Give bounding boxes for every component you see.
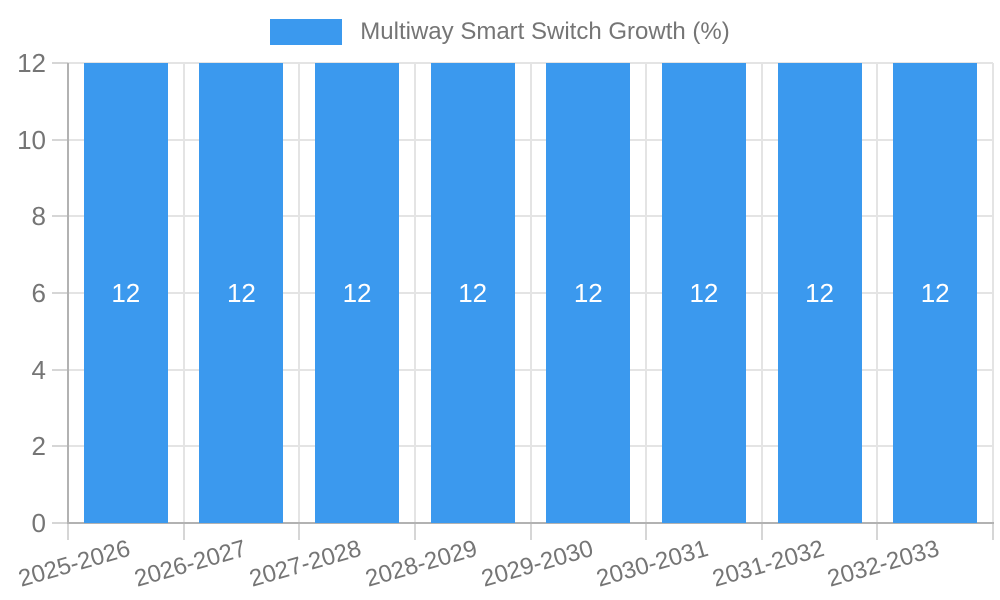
x-axis-tick [876, 523, 879, 540]
x-axis-tick [298, 523, 301, 540]
y-axis-label: 12 [17, 48, 46, 78]
bar[interactable] [661, 63, 746, 523]
x-axis-label: 2028-2029 [362, 535, 481, 593]
x-axis-tick [413, 523, 416, 540]
bar[interactable] [893, 63, 978, 523]
x-axis-label: 2032-2033 [824, 535, 943, 593]
x-gridline [182, 63, 185, 523]
x-gridline [876, 63, 879, 523]
x-axis-label: 2027-2028 [246, 535, 365, 593]
y-axis-tick [52, 215, 68, 218]
bar[interactable] [430, 63, 515, 523]
x-gridline [760, 63, 763, 523]
x-axis-tick [992, 523, 994, 540]
bar[interactable] [83, 63, 168, 523]
y-axis-tick [52, 445, 68, 448]
legend-swatch [270, 19, 343, 45]
x-axis-label: 2026-2027 [131, 535, 249, 593]
x-gridline [529, 63, 532, 523]
y-axis-line [67, 63, 69, 523]
y-axis-label: 2 [31, 431, 46, 462]
x-axis-tick [67, 523, 69, 540]
x-gridline [413, 63, 416, 523]
y-axis-label: 10 [17, 124, 46, 155]
x-axis-tick [529, 523, 532, 540]
x-axis-label: 2030-2031 [593, 535, 712, 593]
legend-label: Multiway Smart Switch Growth (%) [360, 18, 730, 45]
y-axis-tick [52, 368, 68, 371]
y-axis-label: 0 [31, 508, 46, 538]
y-axis-tick [52, 62, 68, 64]
x-gridline [298, 63, 301, 523]
y-axis-tick [52, 138, 68, 141]
x-axis-tick [182, 523, 185, 540]
x-axis-tick [645, 523, 648, 540]
x-gridline [645, 63, 648, 523]
x-gridline [992, 63, 994, 523]
bar[interactable] [315, 63, 400, 523]
x-axis-label: 2025-2026 [15, 535, 134, 593]
x-axis-tick [760, 523, 763, 540]
x-axis-label: 2031-2032 [709, 535, 828, 593]
bar[interactable] [777, 63, 862, 523]
bar[interactable] [546, 63, 631, 523]
y-axis-tick [52, 292, 68, 294]
x-axis-line [67, 522, 994, 524]
y-axis-label: 8 [31, 201, 46, 232]
y-axis-tick [52, 522, 68, 524]
chart-legend[interactable]: Multiway Smart Switch Growth (%) [0, 18, 1000, 46]
y-axis-label: 4 [31, 354, 46, 385]
x-axis-label: 2029-2030 [477, 535, 596, 593]
bar[interactable] [199, 63, 284, 523]
y-axis-label: 6 [31, 278, 46, 308]
